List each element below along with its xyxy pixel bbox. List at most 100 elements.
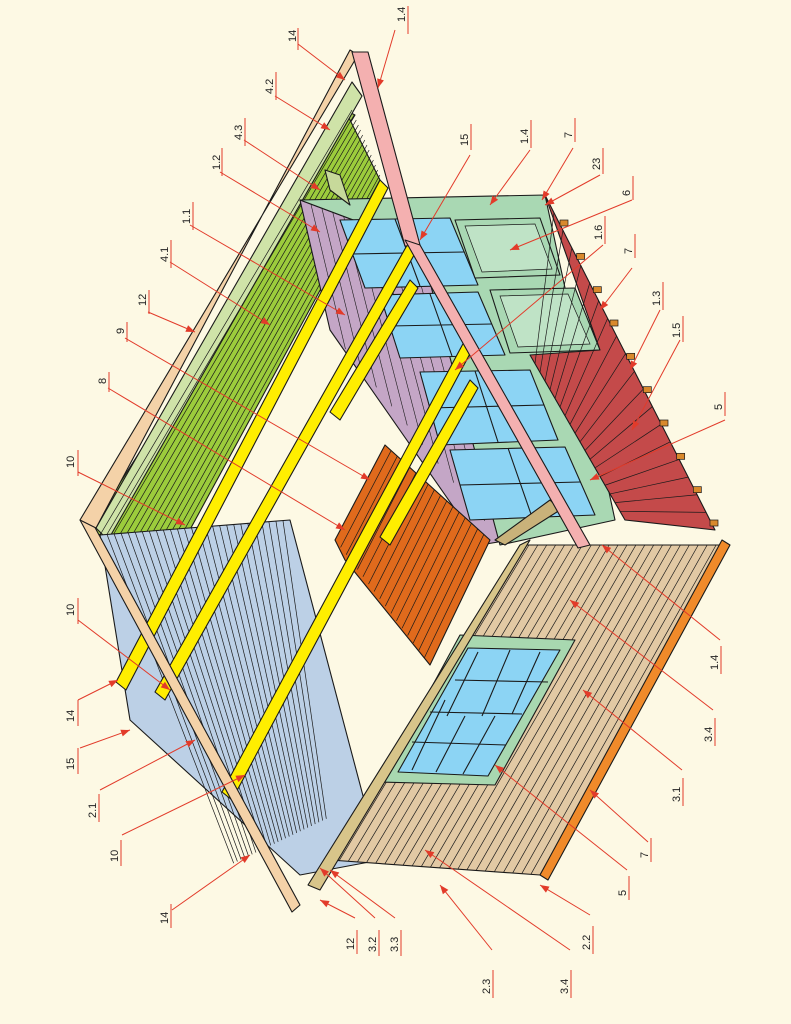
- plank-line: [99, 109, 353, 536]
- plank-line: [614, 494, 698, 503]
- arrowhead: [235, 775, 245, 783]
- label-4-2: 4.2: [264, 79, 276, 94]
- plank-line: [554, 283, 591, 399]
- label-1-4-mid: 1.4: [519, 129, 531, 144]
- label-2-2: 2.2: [581, 935, 593, 950]
- plank-line: [384, 495, 441, 607]
- part-labels: 1.4 14 4.2 4.3 1.2 1.1 4.1 12 9 8 10 10 …: [65, 6, 726, 998]
- label-12-bottom: 12: [345, 938, 357, 950]
- plank-line: [503, 544, 690, 873]
- plank-line: [254, 522, 312, 826]
- label-5-bottom: 5: [617, 890, 629, 896]
- plank-line: [512, 544, 699, 874]
- arrowhead: [425, 850, 435, 858]
- label-3-1: 3.1: [671, 787, 683, 802]
- side-wall-red: [529, 194, 719, 531]
- plank-line: [604, 459, 680, 486]
- plank-line: [466, 544, 654, 870]
- leader-arrowheads: [108, 71, 640, 908]
- label-2-3: 2.3: [481, 979, 493, 994]
- joist-end: [659, 419, 669, 427]
- label-3-3: 3.3: [389, 937, 401, 952]
- label-7-mid: 7: [623, 248, 635, 254]
- plank-line: [184, 528, 275, 844]
- label-3-2: 3.2: [367, 937, 379, 952]
- arrowhead: [260, 317, 270, 325]
- plank-line: [609, 476, 689, 495]
- plank-line: [345, 456, 398, 555]
- label-8: 8: [97, 378, 109, 384]
- label-14-top: 14: [287, 30, 299, 42]
- plank-line: [379, 489, 435, 599]
- arrowhead: [320, 122, 330, 130]
- label-4-1: 4.1: [159, 247, 171, 262]
- long-wall-window: [379, 634, 576, 786]
- arrowhead: [570, 600, 580, 609]
- plank-line: [198, 527, 283, 841]
- plank-line: [407, 517, 466, 636]
- label-7-top: 7: [563, 132, 575, 138]
- plank-line: [448, 544, 637, 869]
- arrowhead: [185, 740, 195, 748]
- plank-line: [103, 119, 357, 551]
- plank-line: [534, 212, 555, 364]
- label-1-3: 1.3: [651, 291, 663, 306]
- joist-end: [676, 452, 686, 460]
- plank-line: [108, 129, 361, 566]
- arrowhead: [335, 307, 345, 315]
- plank-line: [579, 371, 635, 443]
- label-9: 9: [115, 328, 127, 334]
- plank-line: [247, 523, 309, 828]
- plank-line: [521, 544, 708, 874]
- label-1-6: 1.6: [593, 225, 605, 240]
- arrowhead: [602, 545, 612, 554]
- arrowhead: [455, 361, 465, 370]
- arrowhead: [590, 473, 600, 480]
- label-10-b: 10: [65, 604, 77, 616]
- plank-line: [282, 520, 327, 819]
- plank-line: [340, 450, 392, 548]
- arrowhead: [545, 197, 555, 205]
- plank-line: [134, 532, 249, 857]
- arrowhead: [495, 765, 505, 774]
- label-1-1: 1.1: [181, 209, 193, 224]
- joist-end: [576, 252, 586, 260]
- arrowhead: [310, 182, 320, 190]
- arrowhead: [185, 325, 195, 332]
- arrowhead: [335, 522, 345, 530]
- label-1-4-right: 1.4: [709, 655, 721, 670]
- plank-line: [424, 534, 485, 658]
- arrowhead: [120, 729, 130, 737]
- label-3-4-bottom: 3.4: [559, 979, 571, 994]
- plank-line: [574, 353, 626, 434]
- plank-line: [549, 265, 582, 390]
- arrowhead: [420, 230, 428, 240]
- label-15-top: 15: [459, 134, 471, 146]
- plank-line: [544, 247, 573, 382]
- label-1-5-right: 1.5: [671, 323, 683, 338]
- plank-line: [457, 544, 646, 870]
- label-10-a: 10: [65, 456, 77, 468]
- arrowhead: [590, 790, 600, 799]
- arrowhead: [377, 78, 384, 88]
- long-wall-beige: [329, 544, 726, 876]
- arrowhead: [440, 885, 449, 895]
- joist-end: [709, 519, 719, 527]
- plank-line: [401, 511, 460, 629]
- label-15-left: 15: [65, 758, 77, 770]
- inner-wall-orange: [334, 444, 491, 666]
- joist-end: [692, 486, 702, 494]
- plank-line: [584, 388, 644, 451]
- arrowhead: [600, 300, 609, 310]
- door-panel-bottom: [489, 287, 601, 354]
- plank-line: [559, 300, 600, 408]
- rafters: [115, 179, 479, 801]
- arrowhead: [320, 868, 330, 877]
- label-5-right: 5: [713, 404, 725, 410]
- arrowhead: [320, 900, 330, 908]
- joist-end: [559, 219, 569, 227]
- joist-end: [642, 386, 652, 394]
- arrowhead: [490, 195, 499, 205]
- arrowhead: [510, 243, 520, 250]
- label-6: 6: [621, 190, 633, 196]
